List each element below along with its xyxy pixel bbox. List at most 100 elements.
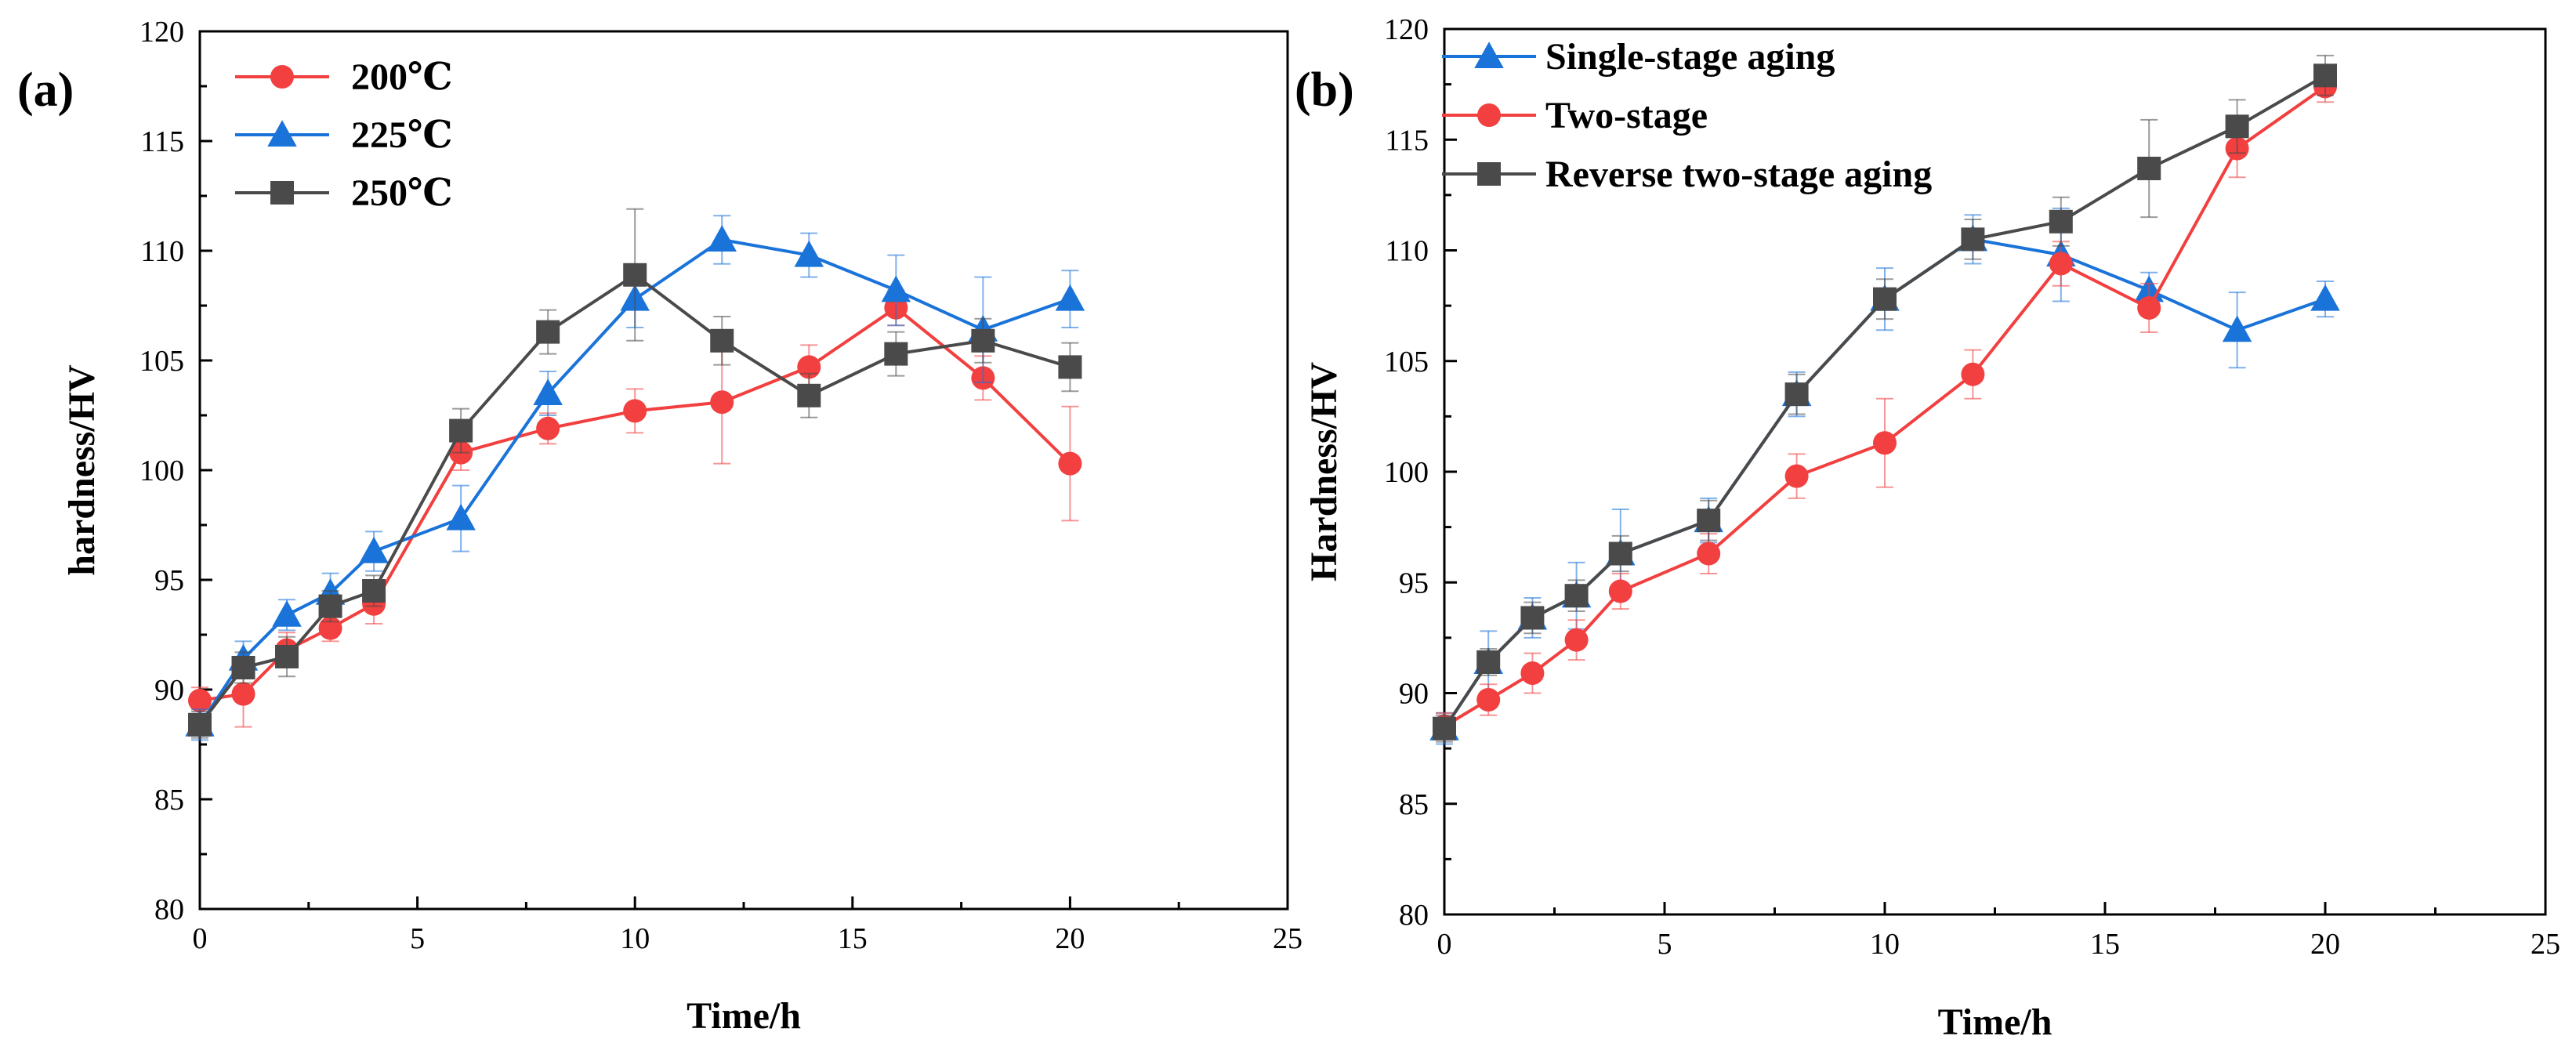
panel-b-point-square (2137, 156, 2161, 180)
panel-b-point-square (2225, 114, 2249, 139)
panel-b-point-circle (1697, 541, 1721, 566)
panel-b-point-circle (1608, 579, 1632, 603)
panel-b-point-circle (1564, 628, 1589, 652)
panel-a-point-square (797, 383, 821, 407)
panel-b-y-axis-title: Hardness/HV (1303, 362, 1345, 581)
panel-a-point-triangle (533, 378, 563, 405)
panel-a-point-square (623, 263, 647, 287)
panel-a-point-circle (188, 689, 212, 712)
panel-a-legend-label-square: 250℃ (351, 172, 453, 214)
panel-a-legend-label-triangle: 225℃ (351, 114, 453, 156)
panel-a-point-circle (623, 399, 647, 423)
panel-b-point-square (1433, 716, 1456, 741)
panel-a-point-triangle (794, 240, 824, 267)
panel-b-point-circle (1873, 431, 1897, 455)
panel-b-point-square (1873, 287, 1897, 311)
panel-a-point-square (710, 328, 734, 353)
panel-a-point-circle (710, 390, 734, 415)
panel-a-y-axis-title: hardness/HV (61, 364, 103, 576)
panel-a-y-tick-label: 85 (154, 784, 184, 817)
panel-b-point-circle (1520, 661, 1545, 686)
panel-b-y-tick-label: 110 (1385, 235, 1429, 268)
panel-b-point-square (1564, 584, 1589, 608)
panel-b-point-circle (2049, 252, 2073, 276)
panel-b-y-tick-label: 115 (1385, 124, 1429, 157)
panel-a-point-circle (536, 416, 560, 440)
panel-b-point-square (1476, 650, 1501, 674)
panel-a-label: (a) (17, 63, 74, 117)
panel-a-x-tick-label: 10 (620, 922, 650, 955)
panel-a-point-square (362, 579, 386, 603)
panel-b-legend-marker-triangle (1474, 42, 1504, 68)
panel-b-y-tick-label: 85 (1399, 788, 1429, 821)
panel-b-legend-label-circle: Two-stage (1545, 95, 1708, 136)
panel-b-legend-label-triangle: Single-stage aging (1545, 36, 1835, 78)
panel-b-x-tick-label: 10 (1870, 928, 1900, 961)
panel-a-x-tick-label: 5 (410, 922, 425, 955)
panel-a-point-square (536, 320, 560, 344)
panel-b-point-square (2313, 63, 2337, 88)
panel-b-point-square (1961, 227, 1985, 252)
panel-b-legend-label-square: Reverse two-stage aging (1545, 154, 1932, 195)
panel-a-point-square (884, 342, 908, 366)
panel-a-point-triangle (707, 225, 737, 252)
panel-a-legend-marker-circle (270, 65, 294, 89)
panel-a-point-square (449, 418, 473, 443)
panel-a-point-square (318, 594, 342, 618)
panel-a-x-tick-label: 0 (193, 922, 208, 955)
panel-a-y-tick-label: 120 (139, 16, 184, 49)
panel-a-point-square (231, 656, 255, 679)
panel-a-x-tick-label: 20 (1055, 922, 1085, 955)
panel-b-point-circle (1784, 464, 1809, 488)
panel-a-x-tick-label: 25 (1273, 922, 1302, 955)
panel-a-y-tick-label: 115 (140, 125, 184, 158)
panel-b-point-triangle (2310, 284, 2340, 311)
panel-a-point-triangle (1055, 284, 1085, 311)
panel-a-point-triangle (272, 600, 302, 627)
panel-b-y-tick-label: 80 (1399, 899, 1429, 932)
panel-a-point-triangle (359, 536, 389, 563)
panel-a-x-axis-title: Time/h (687, 995, 801, 1037)
panel-a-y-tick-label: 105 (139, 345, 184, 378)
panel-a-y-tick-label: 80 (154, 893, 184, 926)
panel-b-x-axis-title: Time/h (1938, 1001, 2052, 1043)
panel-a-point-square (1058, 355, 1082, 379)
panel-a-point-triangle (446, 503, 476, 530)
panel-b-point-square (1697, 509, 1721, 533)
panel-b-y-tick-label: 100 (1384, 456, 1429, 489)
panel-a-point-circle (231, 682, 255, 706)
panel-b-label: (b) (1295, 63, 1354, 117)
panel-b-legend-marker-circle (1477, 103, 1501, 127)
panel-b-y-tick-label: 105 (1384, 346, 1429, 378)
panel-a-y-tick-label: 100 (139, 454, 184, 487)
panel-b-x-tick-label: 0 (1437, 928, 1452, 961)
panel-a-y-tick-label: 95 (154, 564, 184, 597)
panel-a-point-square (188, 712, 212, 737)
panel-b-x-tick-label: 5 (1658, 928, 1672, 961)
panel-a-legend-marker-triangle (267, 120, 297, 147)
panel-a-point-square (275, 645, 299, 668)
panel-b-point-triangle (2222, 315, 2252, 342)
panel-b-x-tick-label: 25 (2531, 928, 2560, 961)
panel-b-point-circle (1961, 362, 1985, 386)
panel-a-x-tick-label: 15 (838, 922, 868, 955)
panel-b-point-circle (1476, 687, 1501, 712)
panel-b-x-tick-label: 20 (2310, 928, 2340, 961)
panel-a-legend-marker-square (270, 181, 294, 205)
panel-b-legend-marker-square (1477, 162, 1501, 186)
panel-a-point-triangle (881, 275, 911, 302)
panel-b-y-tick-label: 95 (1399, 567, 1429, 599)
panel-a-point-circle (1058, 451, 1082, 476)
panel-a-point-square (971, 328, 995, 353)
panel-a-y-tick-label: 110 (140, 235, 184, 268)
panel-a-y-tick-label: 90 (154, 674, 184, 707)
panel-b-point-circle (2137, 295, 2161, 320)
panel-b-point-square (1608, 541, 1632, 566)
panel-a-legend-label-circle: 200℃ (351, 56, 453, 98)
panel-a-axes-frame (198, 30, 1289, 911)
panel-b-point-square (2049, 209, 2073, 234)
panel-b-y-tick-label: 90 (1399, 678, 1429, 711)
panel-b-x-tick-label: 15 (2090, 928, 2120, 961)
panel-b-point-square (1784, 382, 1809, 407)
